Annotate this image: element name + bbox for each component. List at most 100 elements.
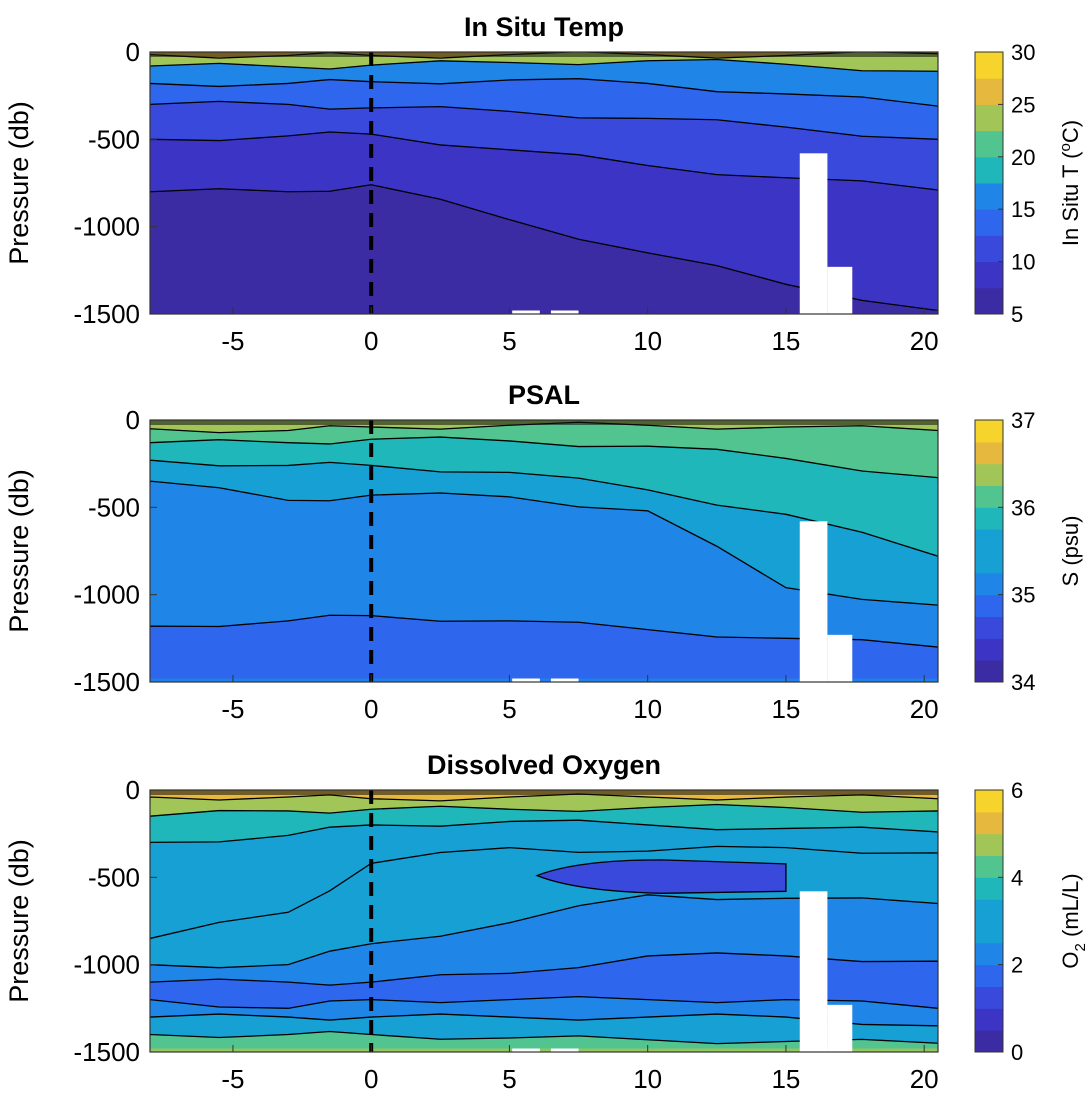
colorbar-swatch [975,420,1003,443]
colorbar-swatch [975,921,1003,944]
missing-data-block [799,891,828,1052]
x-tick-label: -5 [221,1064,244,1094]
x-tick-label: 20 [910,326,939,356]
y-axis-label: Pressure (db) [4,101,34,265]
plot-frame [149,419,939,683]
y-axis-label: Pressure (db) [4,469,34,633]
colorbar-swatch [975,942,1003,966]
missing-data-block [827,266,853,314]
contour-layer [150,614,938,682]
colorbar-tick-label: 10 [1011,250,1035,275]
low-oxygen-patch [535,859,787,894]
x-tick-label: 10 [633,1064,662,1094]
missing-data-block [799,521,828,682]
colorbar-swatch [975,811,1003,835]
y-tick-label: -1500 [74,667,141,697]
y-tick-label: 0 [126,37,140,67]
colorbar-swatch [975,877,1003,900]
colorbar-tick-label: 4 [1011,865,1023,890]
colorbar-swatch [975,899,1003,922]
x-tick-label: -5 [221,694,244,724]
colorbar-swatch [975,209,1003,236]
colorbar-swatch [975,104,1003,132]
y-tick-label: 0 [126,405,140,435]
panel-1: In Situ Temp Pressure (db) 0 -500 -1000 -1500… [4,12,1083,356]
colorbar-swatch [975,287,1003,315]
surface-noise [150,420,938,425]
colorbar-swatch [975,1030,1003,1053]
missing-data-block [550,678,579,682]
colorbar-swatch [975,529,1003,552]
colorbar-tick-label: 0 [1011,1040,1023,1065]
colorbar: 6 4 2 0 O2 (mL/L) [974,778,1089,1065]
missing-data-block [827,1004,853,1052]
y-tick-label: -1000 [74,950,141,980]
y-tick-label: -500 [88,862,140,892]
colorbar-swatch [975,52,1003,79]
x-tick-label: 15 [771,1064,800,1094]
plot-frame [149,51,939,315]
colorbar-swatch [975,78,1003,105]
y-tick-label: 0 [126,775,140,805]
colorbar-swatch [975,790,1003,813]
colorbar-swatch [975,156,1003,184]
colorbar: 37 36 35 34 S (psu) [974,408,1083,695]
colorbar: 30 25 20 15 10 5 In Situ T (oC) [974,40,1083,327]
contour-layer [150,1030,938,1052]
colorbar-swatch [975,235,1003,263]
contour-layer [150,184,938,314]
bottom-band [150,678,938,682]
colorbar-swatch [975,485,1003,508]
surface-noise [150,52,938,57]
colorbar-swatch [975,1008,1003,1031]
x-tick-label: 15 [771,326,800,356]
colorbar-tick-label: 20 [1011,145,1035,170]
y-axis-label: Pressure (db) [4,839,34,1003]
colorbar-frame [974,51,1004,315]
missing-data-block [512,678,540,682]
x-tick-label: 0 [364,326,378,356]
colorbar-swatch [975,183,1003,210]
x-tick-label: 5 [502,326,516,356]
panel-2: PSAL Pressure (db) 0 -500 -1000 -1500 -5 0 5 10 15… [4,380,1083,724]
colorbar-tick-label: 35 [1011,583,1035,608]
colorbar-tick-label: 2 [1011,953,1023,978]
x-tick-label: 15 [771,694,800,724]
x-tick-label: 20 [910,1064,939,1094]
colorbar-tick-label: 6 [1011,778,1023,803]
colorbar-swatch [975,964,1003,987]
colorbar-swatch [975,833,1003,856]
colorbar-swatch [975,261,1003,289]
colorbar-frame [974,789,1004,1053]
contour-field [150,420,938,682]
colorbar-swatch [975,638,1003,661]
colorbar-tick-label: 15 [1011,197,1035,222]
y-tick-label: -1500 [74,1037,141,1067]
x-tick-label: 10 [633,694,662,724]
missing-data-block [799,153,828,314]
chart-title: In Situ Temp [464,12,624,42]
colorbar-tick-label: 36 [1011,495,1035,520]
panel-3: Dissolved Oxygen Pressure (db) 0 -500 -1000 -… [4,750,1089,1094]
surface-noise [150,790,938,795]
missing-data-block [827,634,853,682]
colorbar-swatch [975,616,1003,639]
colorbar-swatch [975,551,1003,574]
missing-data-block [550,310,579,314]
colorbar-tick-label: 5 [1011,302,1023,327]
chart-title: Dissolved Oxygen [427,750,661,780]
colorbar-swatch [975,986,1003,1009]
bottom-band [150,1048,938,1052]
colorbar-tick-label: 25 [1011,92,1035,117]
colorbar-swatch [975,441,1003,465]
x-tick-label: -5 [221,326,244,356]
chart-title: PSAL [508,380,580,410]
missing-data-block [512,310,540,314]
y-tick-label: -500 [88,492,140,522]
contour-field [150,52,938,314]
colorbar-swatch [975,594,1003,617]
colorbar-swatch [975,507,1003,530]
colorbar-label: In Situ T (oC) [1057,120,1083,246]
colorbar-tick-label: 37 [1011,408,1035,433]
